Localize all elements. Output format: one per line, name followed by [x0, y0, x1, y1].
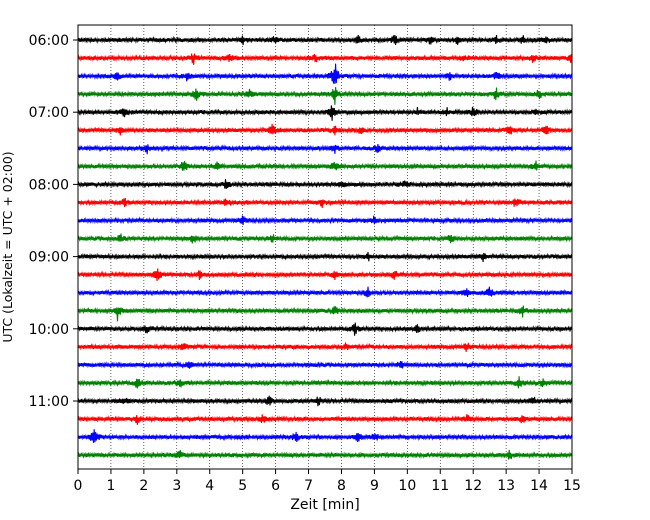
seismogram-trace [77, 233, 573, 244]
y-tick-label: 07:00 [29, 105, 69, 121]
y-tick-label: 08:00 [29, 177, 69, 193]
seismogram-trace [77, 268, 573, 282]
seismogram-trace [77, 53, 573, 65]
y-axis-ticks: 06:00 07:00 08:00 09:00 10:00 11:00 [29, 33, 78, 410]
seismogram-trace [77, 305, 573, 322]
seismogram-trace [77, 179, 573, 190]
seismogram-trace [77, 449, 573, 460]
seismogram-trace [77, 342, 573, 352]
trace-group [77, 34, 573, 460]
x-tick-label: 1 [106, 478, 115, 494]
x-tick-label: 15 [563, 478, 581, 494]
x-axis-label: Zeit [min] [290, 497, 359, 513]
seismogram-trace [77, 143, 573, 155]
seismogram-trace [77, 286, 573, 298]
y-tick-label: 06:00 [29, 33, 69, 49]
y-tick-label: 09:00 [29, 250, 69, 266]
seismogram-trace [77, 376, 573, 389]
x-tick-label: 3 [172, 478, 181, 494]
x-tick-label: 14 [530, 478, 548, 494]
x-tick-label: 11 [431, 478, 449, 494]
seismogram-trace [77, 198, 573, 208]
seismogram-trace [77, 63, 573, 84]
seismogram-trace [77, 160, 573, 171]
seismogram-trace [77, 322, 573, 336]
x-tick-label: 12 [464, 478, 482, 494]
seismogram-trace [77, 87, 573, 105]
x-tick-label: 5 [238, 478, 247, 494]
x-tick-label: 2 [139, 478, 148, 494]
seismogram-trace [77, 34, 573, 46]
x-tick-label: 8 [337, 478, 346, 494]
seismogram-trace [77, 215, 573, 226]
plot-frame [77, 24, 573, 470]
seismogram-trace [77, 123, 573, 136]
x-tick-label: 6 [271, 478, 280, 494]
grid-lines [110, 25, 540, 469]
x-tick-label: 0 [74, 478, 83, 494]
x-tick-label: 7 [304, 478, 313, 494]
y-tick-label: 11:00 [29, 394, 69, 410]
seismogram-trace [77, 360, 573, 369]
seismogram-trace [77, 251, 573, 263]
y-tick-label: 10:00 [29, 322, 69, 338]
y-axis-label: UTC (Lokalzeit = UTC + 02:00) [0, 151, 15, 342]
seismogram-trace [77, 395, 573, 407]
seismogram-trace [77, 429, 573, 443]
seismogram-trace [77, 105, 573, 121]
x-tick-label: 10 [398, 478, 416, 494]
x-tick-label: 4 [205, 478, 214, 494]
x-axis-ticks: 0 1 2 3 4 5 6 7 8 9 10 11 12 13 14 15 [74, 469, 581, 494]
seismogram-trace [77, 414, 573, 425]
x-tick-label: 9 [370, 478, 379, 494]
x-tick-label: 13 [497, 478, 515, 494]
